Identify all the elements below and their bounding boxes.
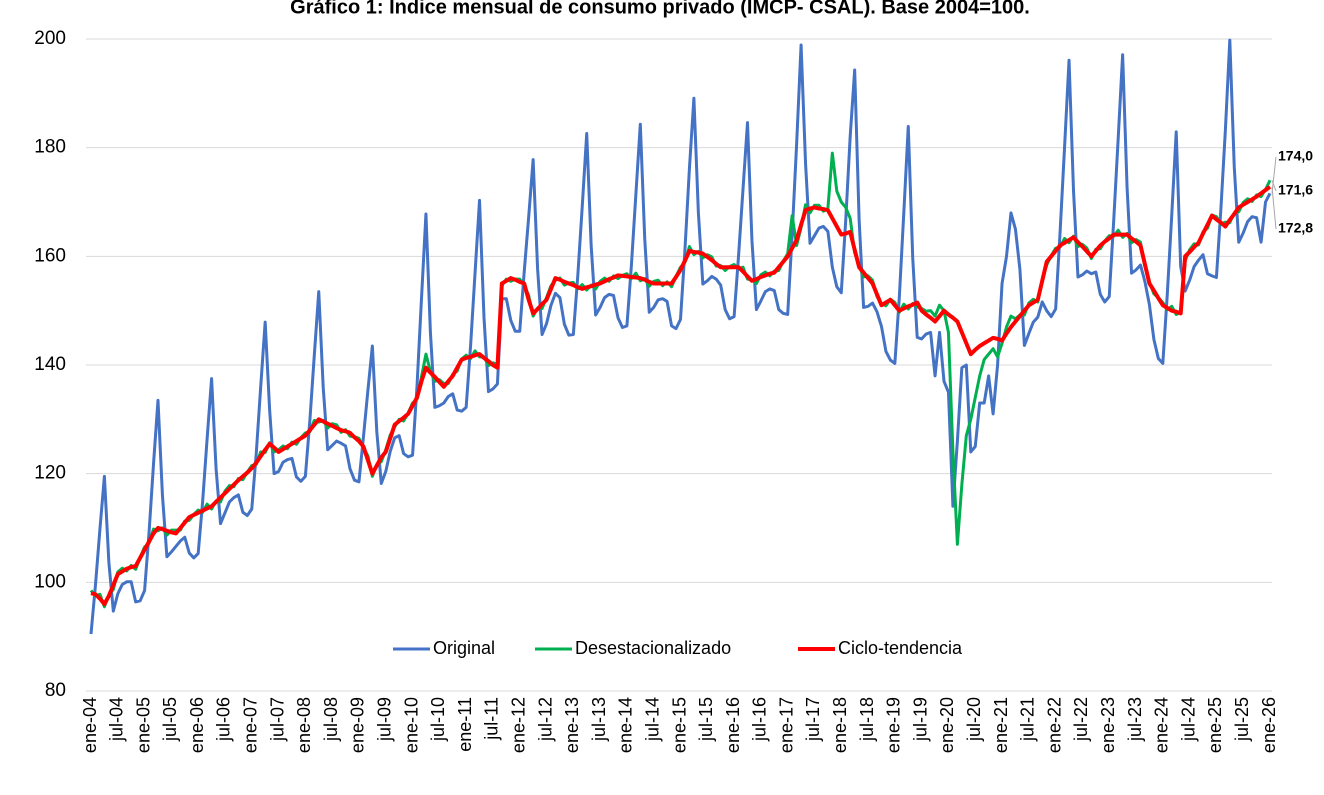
y-tick-label: 160: [34, 245, 66, 266]
legend-label: Desestacionalizado: [575, 638, 731, 658]
x-tick-label: ene-21: [991, 697, 1011, 753]
x-tick-label: ene-09: [348, 697, 368, 753]
legend-label: Original: [433, 638, 495, 658]
annotation: 174,0: [1278, 148, 1313, 164]
annotation: 171,6: [1278, 182, 1313, 198]
x-tick-label: ene-24: [1152, 697, 1172, 753]
x-tick-label: jul-24: [1178, 697, 1198, 742]
annotation-leader: [1271, 180, 1277, 192]
x-tick-label: jul-25: [1232, 697, 1252, 742]
x-tick-label: ene-07: [241, 697, 261, 753]
x-tick-label: jul-10: [428, 697, 448, 742]
x-tick-label: ene-12: [508, 697, 528, 753]
x-tick-label: ene-17: [776, 697, 796, 753]
x-tick-label: ene-10: [401, 697, 421, 753]
x-tick-label: jul-15: [696, 697, 716, 742]
x-tick-label: jul-09: [375, 697, 395, 742]
series-line: [89, 38, 1272, 635]
annotation: 172,8: [1278, 220, 1313, 236]
x-tick-label: jul-05: [160, 697, 180, 742]
x-tick-label: jul-08: [321, 697, 341, 742]
x-tick-label: jul-11: [482, 697, 502, 741]
x-tick-label: jul-23: [1125, 697, 1145, 742]
legend-label: Ciclo-tendencia: [838, 638, 963, 658]
x-tick-label: jul-06: [214, 697, 234, 742]
y-tick-label: 200: [34, 28, 66, 49]
x-tick-label: jul-20: [964, 697, 984, 742]
x-tick-label: ene-20: [937, 697, 957, 753]
y-tick-label: 100: [34, 571, 66, 592]
y-tick-label: 180: [34, 137, 66, 158]
x-tick-label: jul-14: [642, 697, 662, 742]
x-tick-label: jul-16: [750, 697, 770, 742]
x-tick-label: ene-22: [1044, 697, 1064, 753]
x-tick-label: jul-13: [589, 697, 609, 742]
x-tick-label: jul-19: [910, 697, 930, 742]
y-tick-label: 120: [34, 463, 66, 484]
x-tick-label: ene-25: [1205, 697, 1225, 753]
chart-title: Gráfico 1: Índice mensual de consumo pri…: [290, 0, 1030, 18]
x-tick-label: jul-22: [1071, 697, 1091, 742]
y-tick-label: 140: [34, 354, 66, 375]
y-tick-label: 80: [45, 680, 66, 701]
x-tick-label: jul-18: [857, 697, 877, 742]
x-tick-label: jul-07: [267, 697, 287, 742]
x-tick-label: jul-04: [107, 697, 127, 742]
series-line: [90, 185, 1272, 607]
x-tick-label: jul-21: [1018, 697, 1038, 742]
x-tick-label: ene-11: [455, 697, 475, 752]
x-tick-label: ene-19: [884, 697, 904, 753]
x-tick-label: ene-23: [1098, 697, 1118, 753]
x-tick-label: ene-04: [80, 697, 100, 753]
x-tick-label: ene-13: [562, 697, 582, 753]
x-tick-label: jul-12: [535, 697, 555, 742]
x-tick-label: ene-26: [1259, 697, 1279, 753]
x-tick-label: ene-06: [187, 697, 207, 753]
annotation-leader: [1271, 186, 1277, 230]
x-tick-label: ene-15: [669, 697, 689, 753]
annotation-leader: [1271, 156, 1277, 194]
x-tick-label: ene-14: [616, 697, 636, 753]
x-tick-label: ene-05: [133, 697, 153, 753]
x-tick-label: ene-16: [723, 697, 743, 753]
x-tick-label: ene-08: [294, 697, 314, 753]
x-tick-label: ene-18: [830, 697, 850, 753]
x-tick-label: jul-17: [803, 697, 823, 742]
